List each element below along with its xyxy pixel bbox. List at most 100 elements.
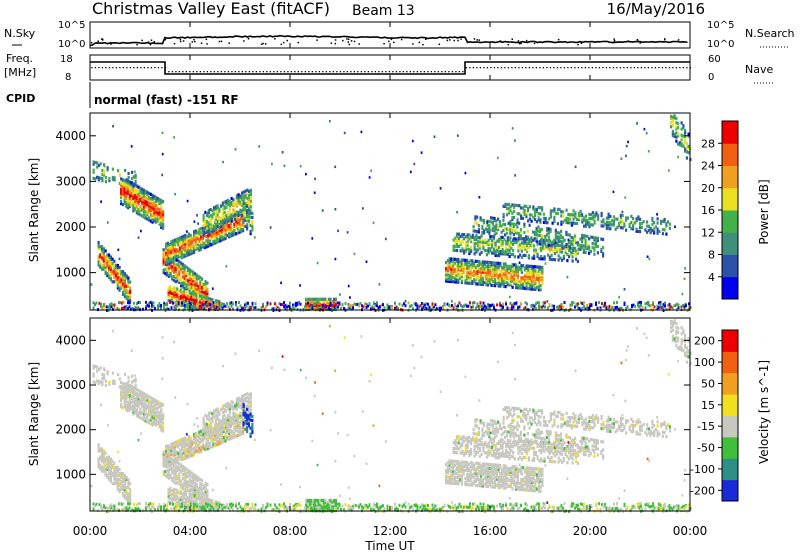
data-cell bbox=[111, 261, 114, 265]
data-cell bbox=[173, 443, 176, 447]
data-cell bbox=[167, 476, 170, 480]
data-cell bbox=[184, 304, 186, 308]
data-cell bbox=[199, 485, 202, 490]
data-cell bbox=[158, 214, 161, 218]
nsearch-point bbox=[342, 39, 344, 42]
data-cell bbox=[113, 469, 116, 473]
data-cell bbox=[623, 224, 626, 228]
data-cell bbox=[162, 224, 165, 228]
data-cell bbox=[640, 226, 643, 230]
data-cell bbox=[217, 307, 219, 311]
nsearch-point bbox=[200, 42, 203, 44]
data-cell bbox=[566, 252, 569, 257]
nsearch-point bbox=[425, 38, 427, 40]
data-cell bbox=[137, 210, 140, 214]
data-cell bbox=[476, 270, 479, 274]
data-cell bbox=[513, 263, 516, 267]
data-cell bbox=[92, 366, 95, 370]
data-cell bbox=[487, 264, 490, 269]
data-cell bbox=[132, 182, 135, 186]
data-cell bbox=[127, 480, 130, 484]
data-cell bbox=[128, 205, 131, 209]
data-cell bbox=[556, 243, 559, 247]
data-cell bbox=[516, 203, 519, 208]
data-cell bbox=[155, 403, 158, 407]
data-cell bbox=[158, 405, 161, 409]
data-cell bbox=[160, 410, 163, 414]
data-cell bbox=[194, 286, 197, 290]
data-cell bbox=[183, 466, 186, 470]
data-cell bbox=[187, 240, 190, 244]
data-cell bbox=[226, 225, 229, 229]
data-cell bbox=[116, 278, 119, 282]
data-cell bbox=[530, 240, 533, 244]
data-cell bbox=[491, 239, 494, 243]
data-cell bbox=[501, 235, 504, 239]
data-cell bbox=[539, 233, 542, 238]
data-cell bbox=[518, 265, 521, 269]
data-cell bbox=[535, 239, 538, 243]
data-cell bbox=[201, 285, 204, 289]
data-cell bbox=[118, 488, 121, 492]
data-cell bbox=[525, 266, 528, 270]
nave-point bbox=[675, 67, 678, 69]
data-cell bbox=[266, 301, 269, 305]
data-cell bbox=[172, 296, 175, 300]
data-cell bbox=[166, 241, 169, 245]
data-cell bbox=[443, 302, 446, 306]
data-cell bbox=[541, 282, 544, 286]
nave-point bbox=[395, 71, 398, 73]
data-cell bbox=[508, 250, 511, 254]
data-cell bbox=[195, 483, 198, 487]
data-cell bbox=[239, 202, 242, 206]
data-cell bbox=[195, 299, 198, 303]
data-cell bbox=[153, 412, 156, 416]
data-cell bbox=[504, 204, 507, 208]
data-cell bbox=[158, 423, 161, 427]
data-cell bbox=[166, 249, 169, 254]
data-cell bbox=[682, 126, 685, 130]
data-cell bbox=[478, 270, 481, 274]
data-cell bbox=[171, 287, 174, 291]
data-cell bbox=[480, 266, 483, 270]
data-cell bbox=[134, 405, 137, 409]
data-cell bbox=[501, 274, 504, 278]
data-cell bbox=[169, 265, 172, 269]
data-cell bbox=[102, 249, 105, 253]
data-cell bbox=[457, 232, 460, 236]
data-cell bbox=[478, 252, 481, 256]
data-cell bbox=[511, 304, 513, 308]
data-cell bbox=[185, 471, 188, 475]
data-cell bbox=[188, 270, 191, 274]
data-cell bbox=[123, 385, 126, 389]
nsearch-point bbox=[453, 39, 456, 42]
data-cell bbox=[182, 234, 185, 238]
data-cell bbox=[201, 479, 204, 483]
data-cell bbox=[164, 303, 167, 306]
data-cell bbox=[519, 247, 522, 251]
data-cell bbox=[481, 218, 484, 222]
data-cell bbox=[474, 229, 477, 233]
data-cell bbox=[475, 250, 478, 254]
data-cell bbox=[153, 416, 156, 420]
nave-point bbox=[584, 67, 587, 69]
data-cell bbox=[658, 306, 660, 309]
data-cell bbox=[104, 379, 107, 383]
data-cell bbox=[132, 192, 135, 196]
data-cell bbox=[202, 285, 205, 289]
data-cell bbox=[520, 216, 523, 220]
data-cell bbox=[459, 260, 462, 264]
data-cell bbox=[104, 271, 107, 275]
data-cell bbox=[155, 407, 158, 411]
data-cell bbox=[228, 222, 231, 227]
data-cell bbox=[533, 232, 536, 237]
data-cell bbox=[593, 213, 596, 217]
data-cell bbox=[202, 224, 205, 228]
data-cell bbox=[123, 274, 126, 278]
data-cell bbox=[189, 235, 192, 239]
data-cell bbox=[96, 365, 99, 369]
data-cell bbox=[181, 301, 183, 305]
data-cell bbox=[127, 405, 130, 409]
data-cell bbox=[460, 278, 463, 283]
data-cell bbox=[572, 301, 575, 305]
